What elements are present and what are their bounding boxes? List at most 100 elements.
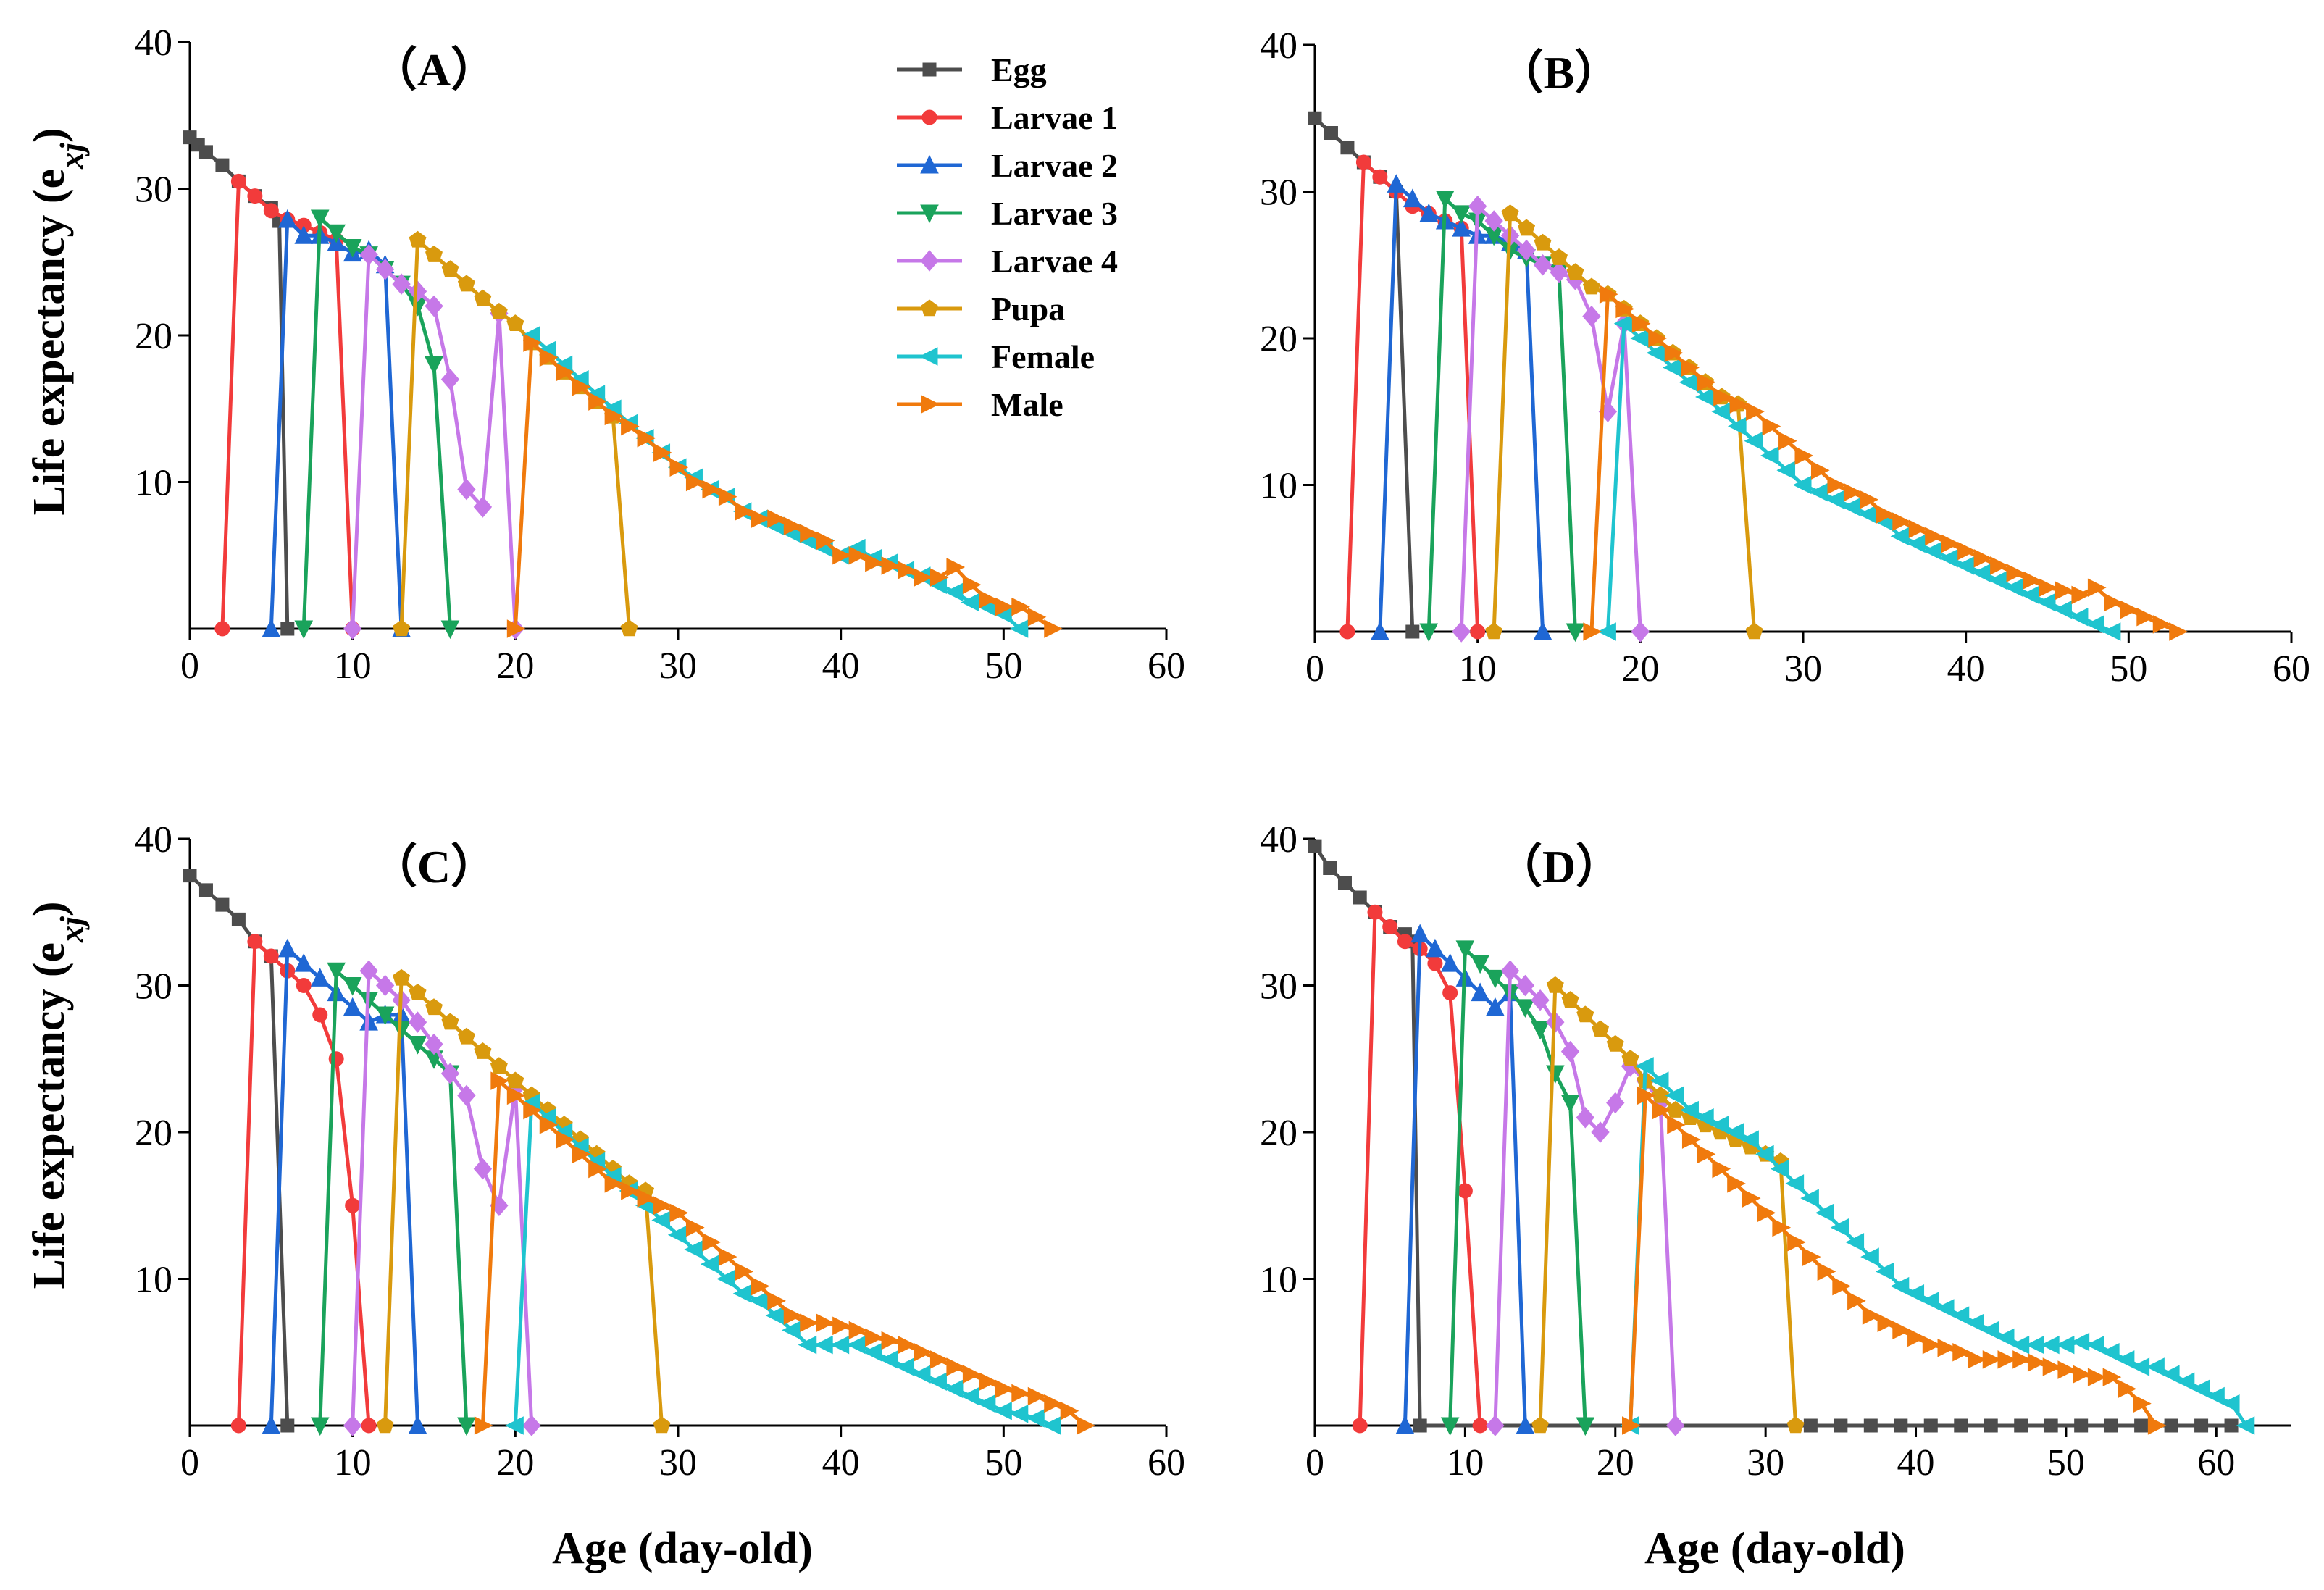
data-point-pupa [490,1057,508,1074]
data-point-male [637,1189,656,1208]
data-point-larvae-1 [1470,624,1486,640]
data-point-pupa [1561,991,1579,1008]
data-point-larvae-3 [1455,940,1475,959]
data-point-larvae-3 [1452,205,1471,224]
data-point-egg [1413,1418,1427,1433]
y-tick-label: 40 [135,819,172,861]
legend-label-larvae-4: Larvae 4 [991,243,1118,280]
data-point-male [1681,1130,1701,1149]
data-point-pupa [620,619,638,637]
data-point-pupa [1576,1005,1594,1023]
data-point-female [1680,1100,1699,1120]
data-point-egg [1337,876,1352,890]
data-point-egg [1323,861,1337,875]
data-point-female [1740,1130,1759,1149]
data-point-male [1027,607,1047,627]
data-point-male [637,428,656,448]
series-line-larvae-3 [301,216,452,629]
legend-marker-larvae-3 [920,204,939,224]
data-point-male [735,502,753,521]
data-point-pupa [1485,622,1503,640]
data-point-larvae-2 [1486,997,1505,1016]
data-point-female [1770,1159,1789,1179]
data-point-pupa [1592,1020,1610,1037]
data-point-male [1937,1338,1957,1357]
data-point-male [1757,1203,1776,1223]
series-pupa [376,968,671,1434]
data-point-female [1815,1203,1834,1223]
legend-marker-egg [922,62,937,77]
data-point-larvae-1 [230,1418,246,1434]
data-point-male [2042,1357,2062,1376]
y-tick-label: 30 [1260,172,1297,214]
y-tick-label: 10 [1260,1260,1297,1301]
data-point-larvae-3 [457,1417,476,1436]
data-point-female [928,1372,947,1392]
data-point-egg [215,158,230,172]
data-point-pupa [1582,277,1600,295]
data-point-male [962,575,982,595]
data-point-female [830,1335,850,1355]
data-point-pupa [376,1416,394,1434]
data-point-female [1744,431,1763,451]
data-point-male [702,1233,722,1252]
x-tick-label: 60 [1148,645,1185,687]
data-point-male [1860,490,1878,509]
data-point-male [2087,578,2107,598]
data-point-larvae-2 [294,225,314,244]
data-point-pupa [393,619,411,637]
legend-label-female: Female [991,338,1095,375]
data-point-male [2169,622,2188,641]
data-point-egg [2104,1418,2118,1433]
data-point-female [1857,505,1877,524]
data-point-male [523,1100,542,1120]
data-point-larvae-1 [1367,904,1383,920]
data-point-female [1842,498,1860,516]
data-point-larvae-3 [408,1036,427,1055]
data-point-larvae-4 [1531,989,1550,1011]
data-point-female [2086,615,2104,634]
data-point-pupa [425,246,443,262]
y-tick-label: 10 [135,463,172,504]
data-point-larvae-4 [375,974,395,997]
panel-title-b: （B） [1497,47,1621,99]
data-point-male [1727,1174,1746,1193]
data-point-female [1905,1284,1925,1303]
data-point-female [977,1394,996,1413]
data-point-egg [1324,126,1338,140]
series-larvae-4 [343,243,524,640]
data-point-egg [2224,1418,2239,1433]
x-tick-label: 10 [1446,1442,1484,1484]
data-point-pupa [653,1416,671,1434]
data-point-male [1631,314,1651,333]
data-point-female [879,1350,898,1369]
data-point-female [1710,1116,1729,1134]
data-point-male [1817,1262,1836,1281]
data-point-larvae-1 [296,978,312,993]
data-point-male [604,1174,624,1193]
data-point-male [588,392,607,411]
data-point-larvae-1 [1352,1418,1368,1434]
data-point-male [816,531,835,551]
data-point-male [1011,597,1030,616]
data-point-larvae-2 [1426,938,1445,958]
data-point-larvae-1 [214,621,230,637]
data-point-larvae-1 [247,934,263,950]
x-tick-label: 40 [822,645,860,687]
data-point-female [1981,1321,1999,1340]
x-tick-label: 0 [180,645,199,687]
data-point-pupa [1621,1050,1639,1066]
panel-title-a: （A） [371,44,497,96]
y-tick-label: 40 [1260,25,1297,67]
data-point-larvae-3 [327,962,346,982]
data-point-male [718,487,737,506]
data-point-larvae-3 [343,239,362,258]
data-point-male [2136,607,2155,627]
data-point-female [2036,593,2056,612]
x-tick-label: 10 [334,645,372,687]
data-point-male [2147,1416,2167,1435]
data-point-larvae-4 [1484,210,1503,232]
data-point-female [1830,1218,1849,1237]
data-point-male [1967,1350,1986,1369]
data-point-larvae-2 [1371,621,1389,640]
